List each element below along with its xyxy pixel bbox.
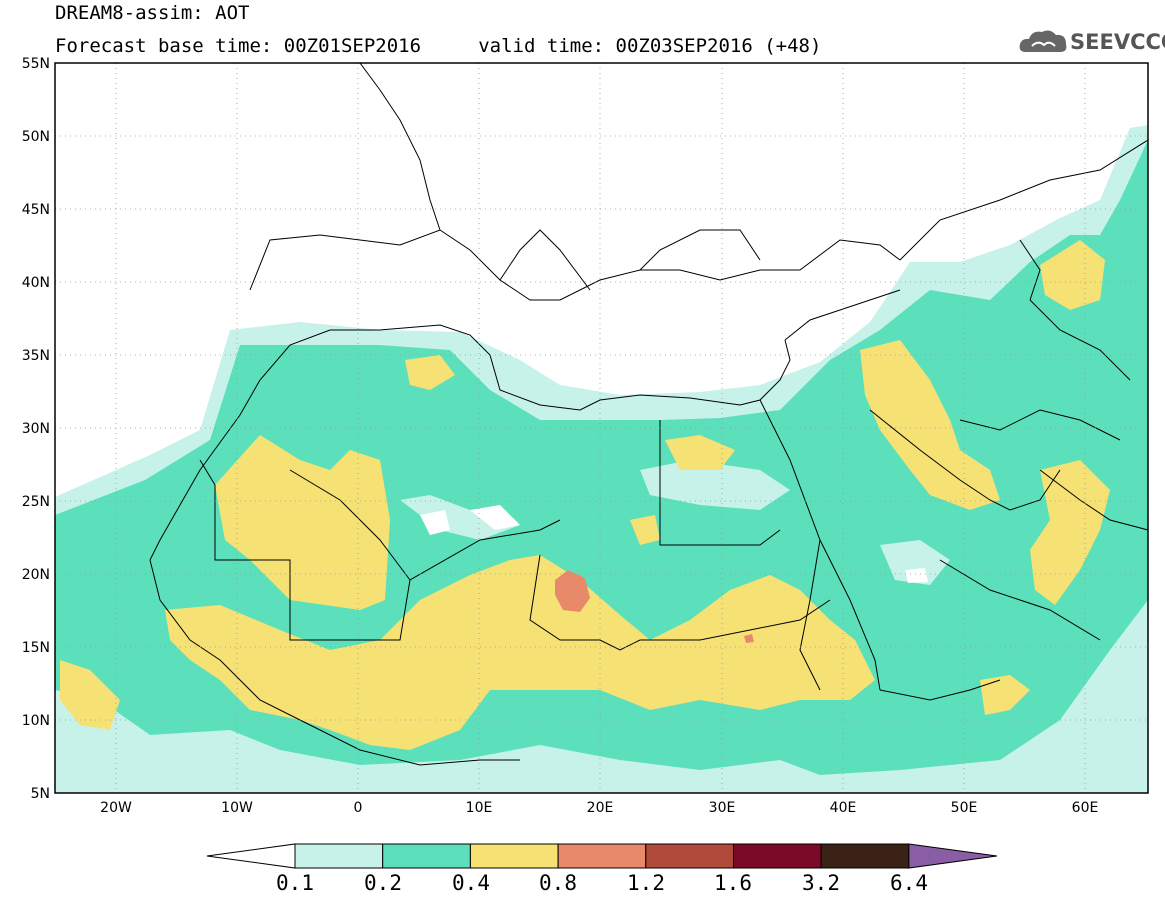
- colorbar-swatch: [645, 843, 734, 869]
- lon-label: 50E: [951, 800, 978, 816]
- colorbar-swatch: [820, 843, 910, 869]
- colorbar-over-triangle: [908, 843, 997, 869]
- lat-label: 10N: [22, 713, 50, 729]
- title-line-1: DREAM8-assim: AOT: [55, 2, 250, 24]
- lon-label: 20E: [587, 800, 614, 816]
- colorbar-swatch: [294, 843, 384, 869]
- aot-band-0.8: [555, 570, 590, 612]
- lat-label: 5N: [31, 786, 50, 802]
- lat-label: 30N: [22, 421, 50, 437]
- colorbar-swatch: [382, 843, 471, 869]
- lat-label: 15N: [22, 640, 50, 656]
- colorbar: [206, 843, 997, 869]
- colorbar-swatch: [469, 843, 559, 869]
- lon-labels: 20W 10W 0 10E 20E 30E 40E 50E 60E: [100, 800, 1098, 816]
- lat-label: 35N: [22, 348, 50, 364]
- colorbar-labels: 0.1 0.2 0.4 0.8 1.2 1.6 3.2 6.4: [276, 871, 928, 895]
- lon-label: 10W: [221, 800, 253, 816]
- aot-field: [55, 125, 1148, 793]
- colorbar-label: 1.2: [627, 871, 665, 895]
- colorbar-label: 3.2: [802, 871, 840, 895]
- coastlines: [149, 63, 1148, 766]
- gridlines: [55, 63, 1148, 793]
- lat-labels: 55N 50N 45N 40N 35N 30N 25N 20N 15N 10N …: [22, 56, 50, 802]
- lon-label: 20W: [100, 800, 132, 816]
- colorbar-label: 1.6: [714, 871, 752, 895]
- colorbar-label: 0.2: [364, 871, 402, 895]
- colorbar-label: 0.8: [539, 871, 577, 895]
- lat-label: 50N: [22, 129, 50, 145]
- lon-label: 60E: [1072, 800, 1099, 816]
- lon-label: 40E: [830, 800, 857, 816]
- colorbar-swatch: [557, 843, 647, 869]
- lat-label: 20N: [22, 567, 50, 583]
- lat-label: 40N: [22, 275, 50, 291]
- title-line-2: Forecast base time: 00Z01SEP2016 valid t…: [55, 35, 822, 57]
- logo-text: SEEVCCC: [1070, 30, 1165, 54]
- aot-band-0.2: [55, 140, 1148, 775]
- aot-band-0.4-a: [215, 435, 390, 610]
- aot-band-0.4-b: [165, 555, 875, 750]
- colorbar-label: 0.1: [276, 871, 314, 895]
- colorbar-label: 0.4: [452, 871, 490, 895]
- lon-label: 0: [354, 800, 363, 816]
- lat-label: 55N: [22, 56, 50, 72]
- lat-label: 45N: [22, 202, 50, 218]
- lat-label: 25N: [22, 494, 50, 510]
- lon-label: 30E: [709, 800, 736, 816]
- colorbar-swatch: [733, 843, 822, 869]
- colorbar-label: 6.4: [890, 871, 928, 895]
- cloud-icon: [1019, 30, 1067, 52]
- map-frame: [54, 62, 1149, 794]
- lon-label: 10E: [466, 800, 493, 816]
- colorbar-under-triangle: [206, 843, 296, 869]
